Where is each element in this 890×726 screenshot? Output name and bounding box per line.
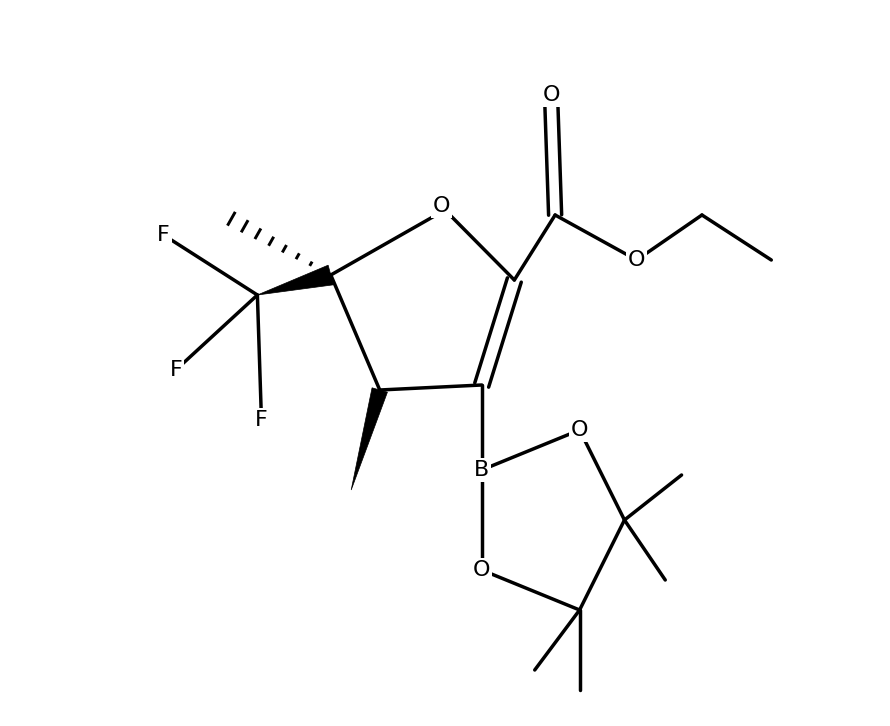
Text: O: O <box>473 560 490 580</box>
Polygon shape <box>352 388 387 490</box>
Text: F: F <box>158 225 170 245</box>
Text: O: O <box>542 85 560 105</box>
Text: O: O <box>628 250 645 270</box>
Text: O: O <box>570 420 588 440</box>
Text: O: O <box>433 196 450 216</box>
Text: F: F <box>169 360 182 380</box>
Polygon shape <box>257 265 334 295</box>
Text: B: B <box>474 460 490 480</box>
Text: F: F <box>255 410 268 430</box>
